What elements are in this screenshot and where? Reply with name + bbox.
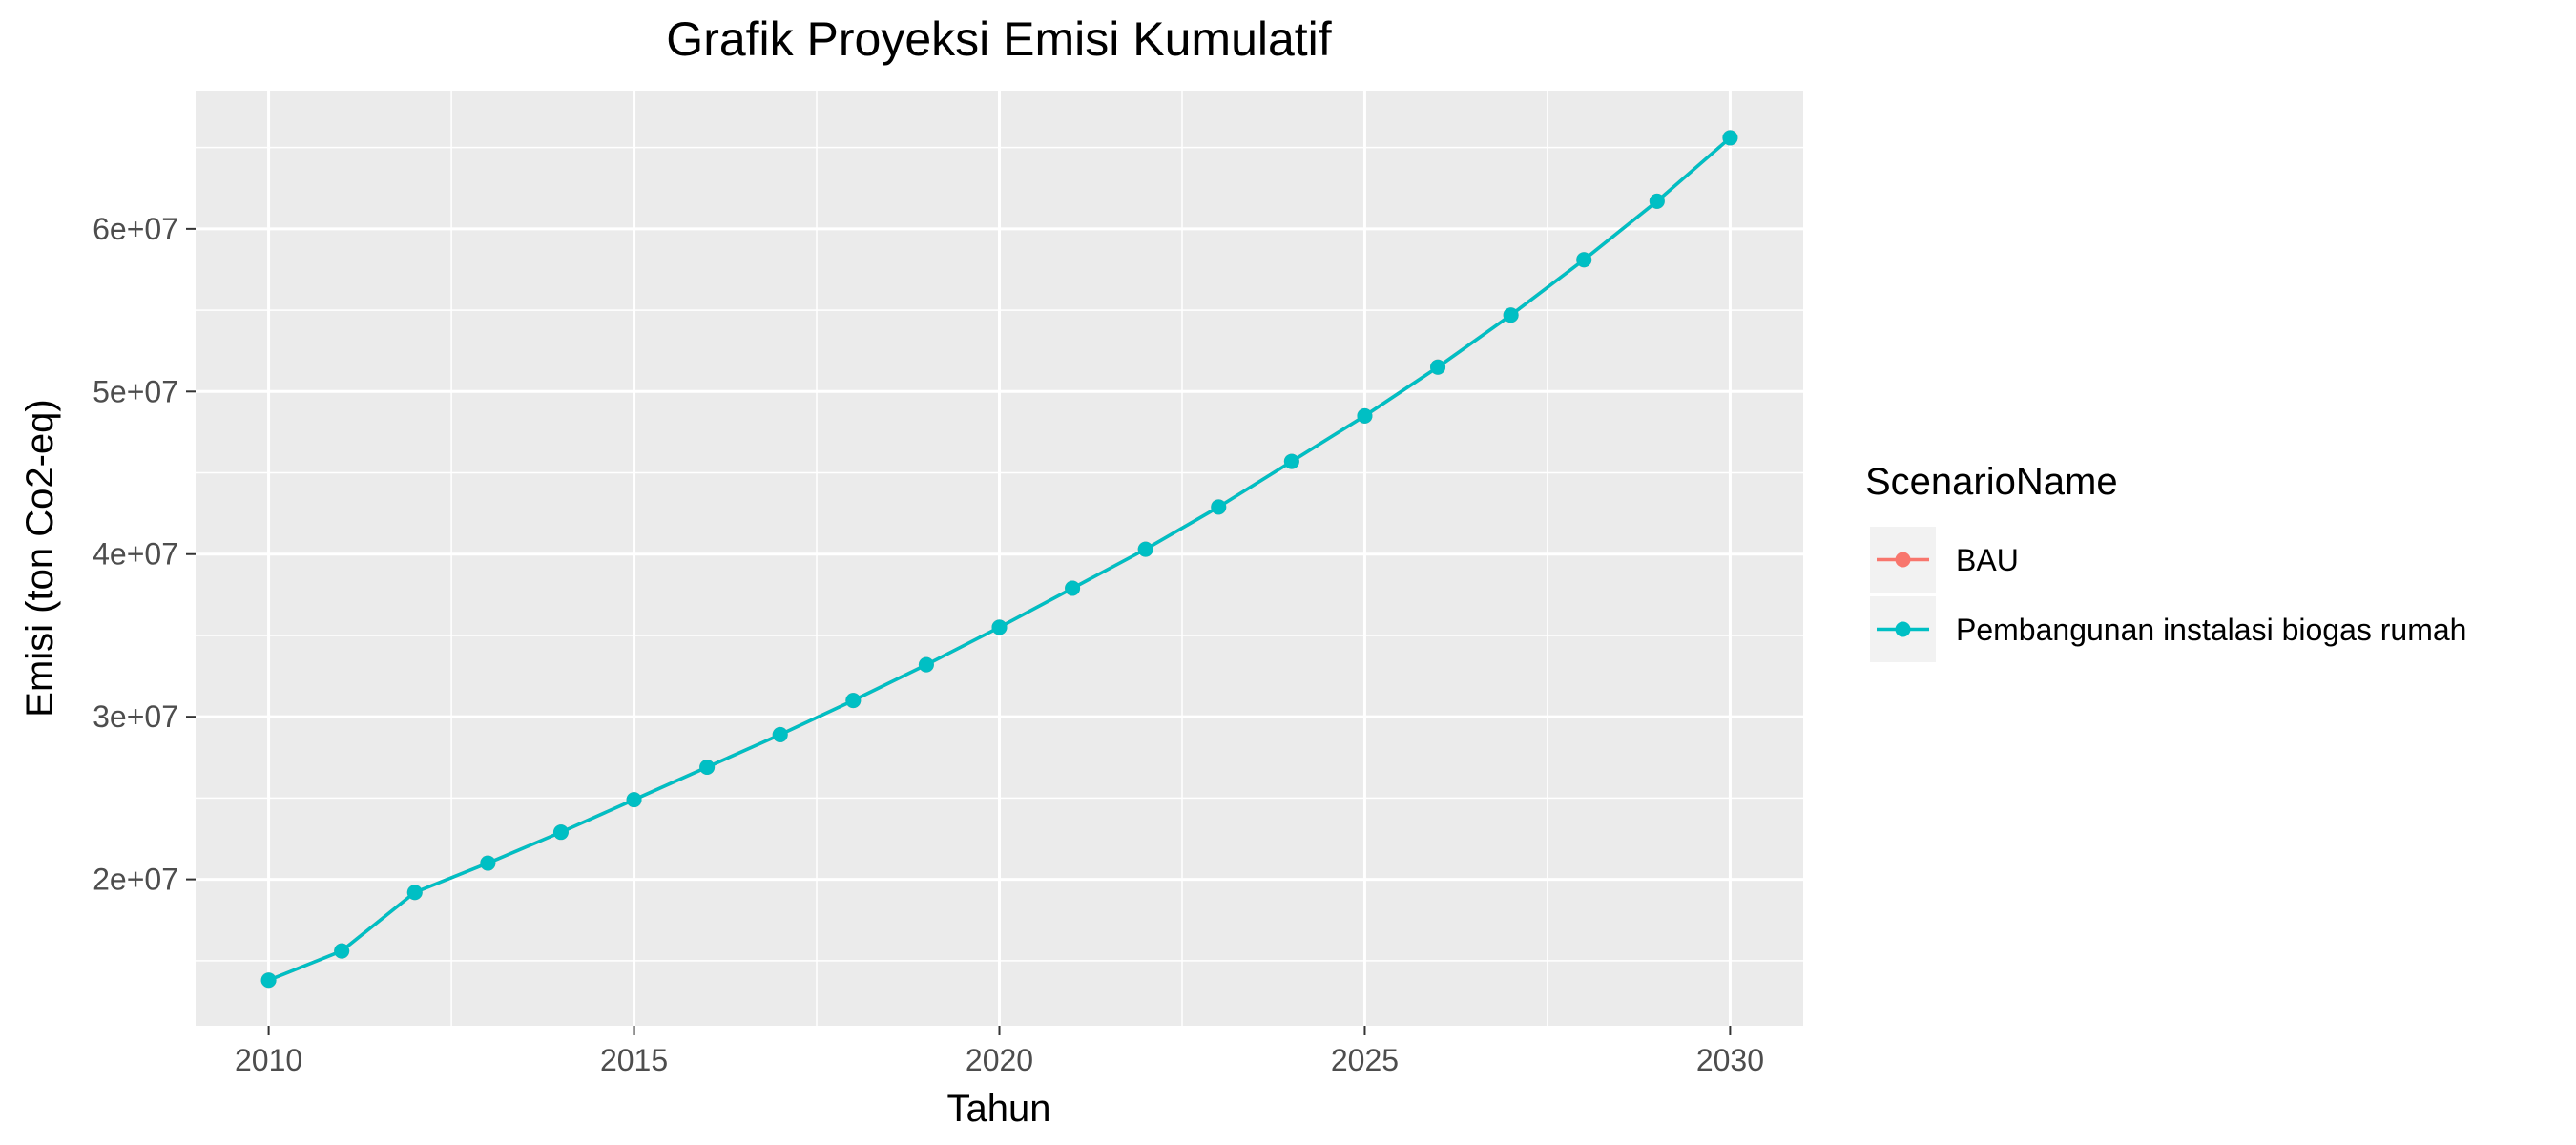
data-point (260, 972, 277, 989)
data-point (1065, 580, 1081, 596)
legend-title: ScenarioName (1865, 461, 2118, 503)
data-point (845, 693, 862, 709)
x-tick-label: 2030 (1696, 1043, 1764, 1077)
y-tick-label: 2e+07 (93, 863, 178, 897)
legend-label: Pembangunan instalasi biogas rumah (1956, 613, 2466, 647)
grid (196, 91, 1803, 1026)
data-point (1211, 499, 1227, 515)
data-point (699, 760, 716, 776)
data-point (626, 792, 642, 808)
x-axis-label: Tahun (947, 1088, 1051, 1130)
y-tick-label: 6e+07 (93, 212, 178, 246)
x-tick-label: 2025 (1331, 1043, 1399, 1077)
data-point (1576, 252, 1592, 268)
data-point (1283, 453, 1299, 469)
y-tick-label: 5e+07 (93, 374, 178, 408)
chart-title: Grafik Proyeksi Emisi Kumulatif (666, 12, 1331, 66)
data-point (772, 726, 788, 742)
data-point (918, 656, 934, 673)
legend-label: BAU (1956, 543, 2019, 577)
x-tick-label: 2015 (600, 1043, 668, 1077)
data-point (406, 885, 423, 901)
data-point (1137, 541, 1153, 557)
data-point (1357, 407, 1373, 424)
legend-item: Pembangunan instalasi biogas rumah (1870, 596, 2466, 662)
y-axis-label: Emisi (ton Co2-eq) (19, 399, 61, 717)
data-point (334, 943, 350, 959)
data-point (1430, 359, 1446, 375)
y-tick-label: 4e+07 (93, 537, 178, 572)
x-tick-label: 2020 (966, 1043, 1033, 1077)
legend-key-point (1895, 621, 1911, 637)
legend: ScenarioName BAU Pembangunan instalasi bi… (1865, 461, 2466, 662)
data-point (1503, 307, 1519, 323)
data-point (552, 824, 569, 841)
legend-key-point (1895, 552, 1911, 568)
y-tick-label: 3e+07 (93, 699, 178, 734)
data-point (1649, 193, 1665, 209)
legend-item: BAU (1870, 527, 2019, 593)
axes: 2010 2015 2020 2025 2030 2e+07 3e+07 4e+07 5e+07… (93, 212, 1764, 1077)
data-point (480, 855, 496, 871)
series-group (260, 130, 1738, 989)
data-point (991, 619, 1008, 635)
data-point (1722, 130, 1738, 146)
series-layer (260, 130, 1738, 989)
x-tick-label: 2010 (235, 1043, 302, 1077)
